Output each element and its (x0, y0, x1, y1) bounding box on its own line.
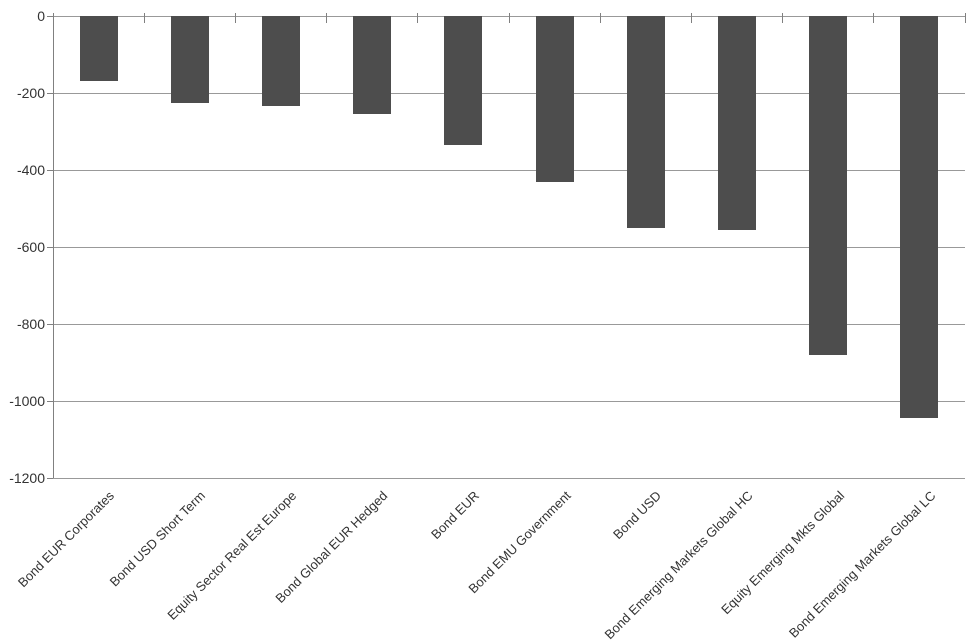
x-axis-tick (599, 13, 601, 23)
gridline (53, 246, 965, 248)
bar (79, 16, 118, 82)
bar (900, 16, 939, 419)
bar (444, 16, 483, 145)
y-axis-tick (47, 15, 53, 17)
gridline (53, 477, 965, 479)
gridline (53, 400, 965, 402)
category-label: Bond USD (610, 488, 665, 543)
bar (170, 16, 209, 103)
bar (718, 16, 756, 230)
y-axis-line (53, 16, 54, 478)
y-axis-tick-label: -600 (16, 239, 45, 255)
bar (809, 16, 848, 355)
x-axis-tick (873, 13, 875, 23)
x-axis-tick (508, 13, 510, 23)
y-axis-tick (47, 400, 53, 402)
category-label: Bond USD Short Term (107, 488, 209, 590)
x-axis-tick (326, 13, 328, 23)
y-axis-tick-label: -200 (16, 85, 45, 101)
x-axis-tick (143, 13, 145, 23)
y-axis-tick-label: -400 (16, 162, 45, 178)
x-axis-tick (782, 13, 784, 23)
category-label: Bond Emerging Markets Global LC (785, 488, 939, 640)
bar (626, 16, 665, 228)
y-axis-tick-label: -1200 (9, 470, 45, 486)
y-axis-tick (47, 477, 53, 479)
y-axis-tick-label: 0 (37, 8, 45, 24)
y-axis-tick (47, 246, 53, 248)
x-axis-tick (690, 13, 692, 23)
y-axis-tick (47, 92, 53, 94)
bar (535, 16, 574, 182)
category-label: Bond Emerging Markets Global HC (601, 488, 756, 640)
gridline (53, 323, 965, 325)
y-axis-tick-label: -1000 (9, 393, 45, 409)
x-axis-tick (52, 13, 54, 23)
bar (262, 16, 300, 107)
gridline (53, 169, 965, 171)
x-axis-tick (964, 13, 966, 23)
x-axis-tick (234, 13, 236, 23)
category-label: Bond EUR Corporates (15, 488, 118, 591)
bar (353, 16, 392, 115)
y-axis-tick-label: -800 (16, 316, 45, 332)
y-axis-tick (47, 323, 53, 325)
category-label: Bond EUR (427, 488, 483, 543)
x-axis-tick (417, 13, 419, 23)
gridline (53, 92, 965, 94)
category-label: Bond EMU Government (465, 488, 574, 597)
y-axis-tick (47, 169, 53, 171)
